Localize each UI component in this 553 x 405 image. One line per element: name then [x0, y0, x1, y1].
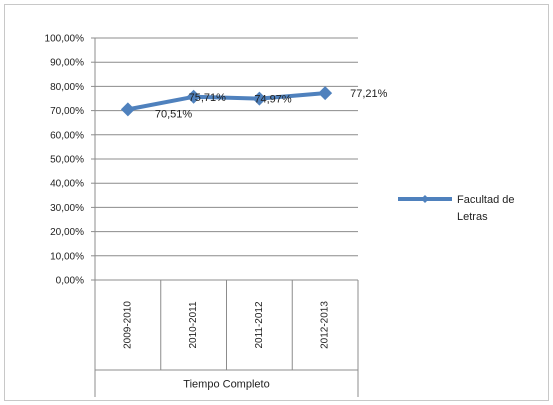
data-point-marker — [121, 102, 135, 116]
data-label: 70,51% — [155, 108, 193, 120]
category-label: 2009-2010 — [122, 301, 133, 349]
y-tick-label: 100,00% — [45, 34, 85, 45]
legend-label: Facultad de — [457, 194, 514, 206]
data-label: 77,21% — [350, 88, 388, 100]
y-tick-label: 20,00% — [50, 227, 84, 238]
data-label: 75,71% — [189, 92, 227, 104]
y-tick-label: 80,00% — [50, 82, 84, 93]
legend-swatch-marker — [421, 195, 429, 203]
y-axis-tick-labels: 0,00% 10,00% 20,00% 30,00% 40,00% 50,00% 60,00… — [45, 34, 85, 287]
y-tick-label: 50,00% — [50, 155, 84, 166]
data-label: 74,97% — [254, 94, 292, 106]
legend-label-continued: Letras — [457, 211, 488, 223]
category-label: 2011-2012 — [254, 301, 265, 349]
y-tick-label: 60,00% — [50, 130, 84, 141]
category-group-label: Tiempo Completo — [183, 379, 269, 391]
y-tick-label: 0,00% — [56, 276, 84, 287]
legend: Facultad de Letras — [398, 194, 514, 223]
series-layer: 70,51% 75,71% 74,97% 77,21% — [121, 86, 388, 120]
series-line — [128, 93, 325, 109]
y-tick-label: 70,00% — [50, 106, 84, 117]
y-tick-label: 30,00% — [50, 203, 84, 214]
category-label: 2012-2013 — [320, 301, 331, 349]
y-tick-label: 40,00% — [50, 179, 84, 190]
y-tick-label: 10,00% — [50, 251, 84, 262]
data-point-marker — [318, 86, 332, 100]
gridlines — [95, 38, 358, 256]
y-tick-label: 90,00% — [50, 58, 84, 69]
category-label: 2010-2011 — [188, 301, 199, 349]
